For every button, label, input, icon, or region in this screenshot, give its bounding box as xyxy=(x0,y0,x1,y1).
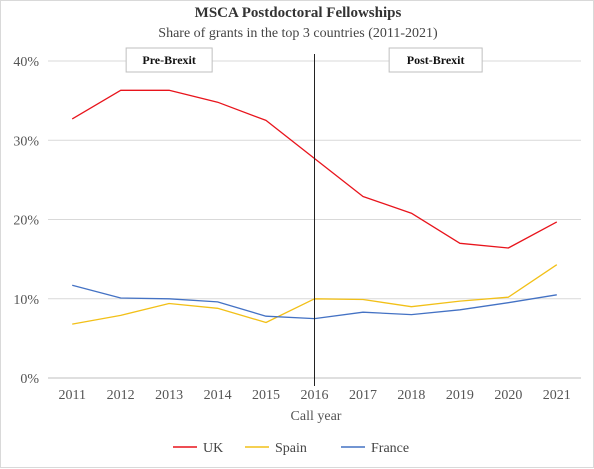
x-tick-label: 2018 xyxy=(397,388,425,403)
y-axis-ticks: 0% 10% 20% 30% 40% xyxy=(13,55,39,387)
x-tick-label: 2020 xyxy=(494,388,522,403)
x-tick-label: 2014 xyxy=(204,388,232,403)
annotation-box: Pre-Brexit xyxy=(125,47,213,73)
annotation-box: Post-Brexit xyxy=(388,47,483,73)
x-tick-label: 2012 xyxy=(107,388,135,403)
y-tick-label: 30% xyxy=(13,134,39,149)
x-tick-label: 2013 xyxy=(155,388,183,403)
y-tick-label: 40% xyxy=(13,55,39,70)
x-tick-label: 2019 xyxy=(446,388,474,403)
x-tick-label: 2021 xyxy=(543,388,571,403)
chart-title: MSCA Postdoctoral Fellowships xyxy=(195,5,402,21)
x-tick-label: 2011 xyxy=(58,388,85,403)
legend-label: France xyxy=(371,441,409,456)
x-tick-label: 2016 xyxy=(301,388,329,403)
legend-label: Spain xyxy=(275,441,307,456)
legend-item-france: France xyxy=(341,441,409,456)
annotation-frame xyxy=(388,47,483,73)
y-tick-label: 10% xyxy=(13,293,39,308)
x-axis-title: Call year xyxy=(291,409,342,424)
annotations: Pre-Brexit Post-Brexit xyxy=(125,47,483,73)
x-axis-ticks: 2011 2012 2013 2014 2015 2016 2017 2018 2019 2020… xyxy=(58,388,570,403)
y-tick-label: 20% xyxy=(13,214,39,229)
legend-label: UK xyxy=(203,441,223,456)
x-tick-label: 2017 xyxy=(349,388,377,403)
chart-subtitle: Share of grants in the top 3 countries (… xyxy=(158,26,438,41)
annotation-label: Pre-Brexit xyxy=(142,53,196,67)
legend: UK Spain France xyxy=(173,441,409,456)
legend-item-uk: UK xyxy=(173,441,223,456)
annotation-label: Post-Brexit xyxy=(407,53,465,67)
annotation-frame xyxy=(125,47,213,73)
x-tick-label: 2015 xyxy=(252,388,280,403)
legend-item-spain: Spain xyxy=(245,441,307,456)
y-tick-label: 0% xyxy=(20,372,39,387)
